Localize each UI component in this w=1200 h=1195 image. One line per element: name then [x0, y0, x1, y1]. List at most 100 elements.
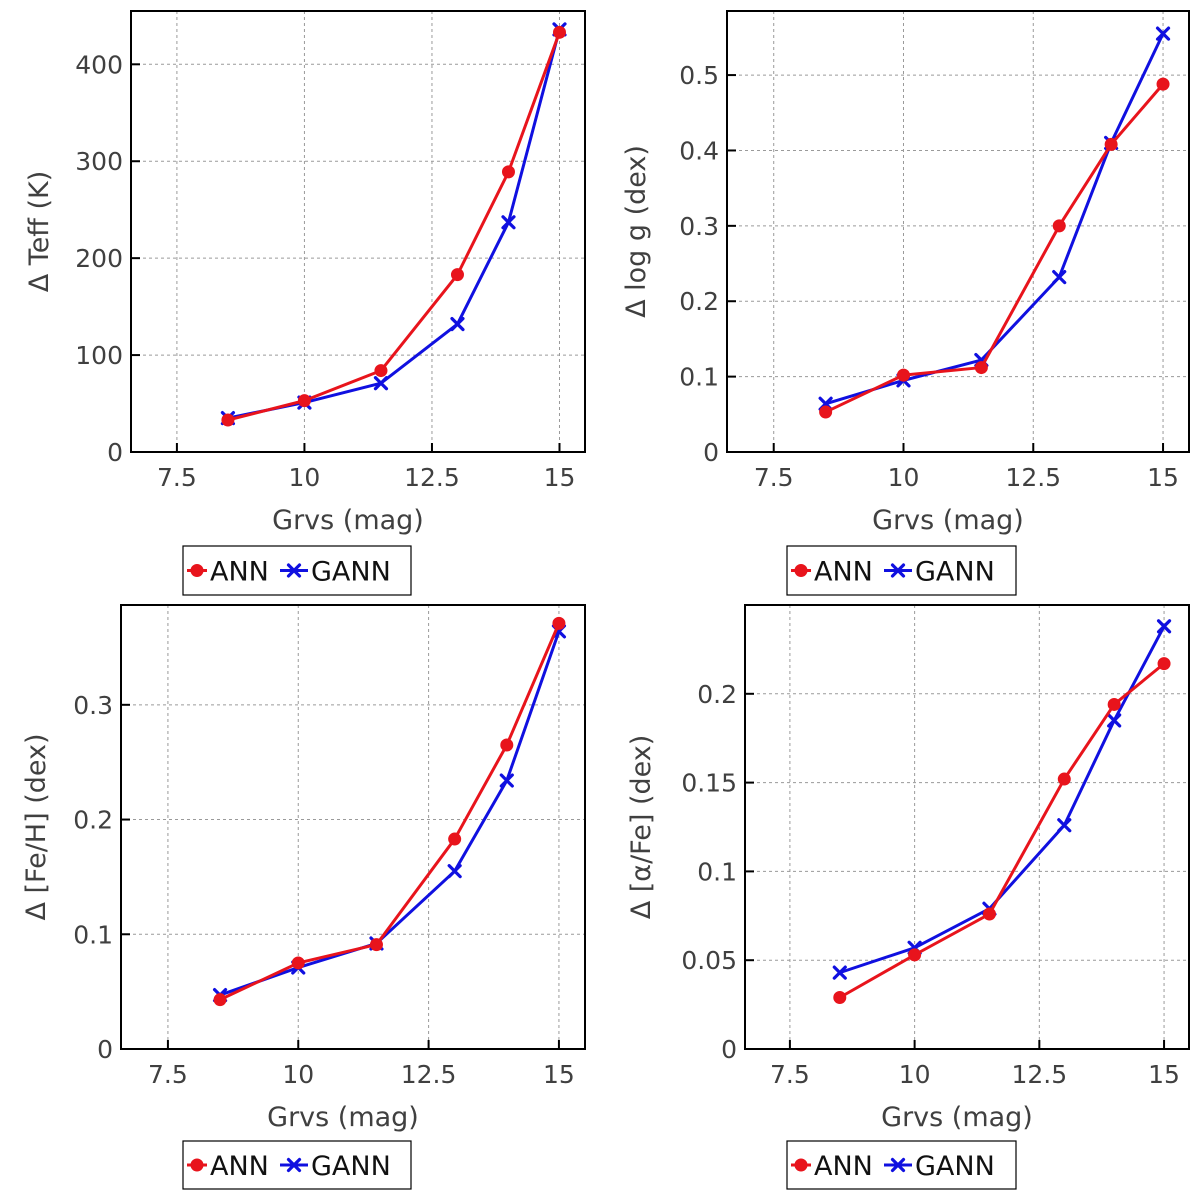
data-point-ann	[1104, 137, 1118, 151]
data-point-ann	[213, 993, 227, 1007]
data-point-gann	[1052, 270, 1067, 285]
series-line-gann	[219, 630, 561, 997]
series-line-ann	[219, 622, 561, 1002]
y-tick-label: 0.5	[679, 61, 719, 90]
y-tick-label: 0.2	[73, 806, 113, 835]
plot-frame	[120, 604, 586, 1050]
chart-panel-3: 7.5 10 12.5 15 0 0.1 0.2 0.3 Grvs (mag) Δ [Fe/H] …	[21, 604, 586, 1133]
y-tick-label: 0.2	[679, 287, 719, 316]
y-tick-label: 0	[107, 438, 123, 467]
chart-panel-4: 7.5 10 12.5 15 0 0.05 0.1 0.15 0.2 Grvs (mag) Δ [α…	[626, 604, 1190, 1133]
data-point-ann	[896, 368, 910, 382]
data-point-ann	[1157, 657, 1171, 671]
y-tick-label: 0.4	[679, 136, 719, 165]
series-line-gann	[839, 625, 1166, 975]
y-axis-label: Δ [α/Fe] (dex)	[626, 735, 657, 920]
data-point-ann	[833, 990, 847, 1004]
series-gann	[818, 26, 1171, 411]
x-tick-label: 10	[289, 463, 321, 492]
legend-ann-label: ANN	[210, 1151, 269, 1182]
y-tick-label: 0	[703, 438, 719, 467]
series-line-ann	[824, 83, 1165, 414]
y-tick-label: 0.2	[697, 680, 737, 709]
x-tick-label: 15	[543, 1060, 575, 1089]
data-point-ann	[1107, 697, 1121, 711]
series-gann	[212, 624, 567, 1003]
y-tick-label: 0.1	[697, 857, 737, 886]
legend-gann-marker	[286, 563, 302, 578]
data-point-gann	[450, 316, 465, 332]
data-point-ann	[501, 165, 515, 179]
data-point-ann	[552, 616, 566, 630]
y-axis-label: Δ Teff (K)	[24, 171, 55, 293]
x-tick-label: 7.5	[157, 463, 197, 492]
x-tick-label: 7.5	[770, 1060, 810, 1089]
series-ann	[819, 77, 1170, 419]
legend-1: ANN GANN	[182, 545, 412, 596]
data-point-ann	[221, 413, 235, 427]
data-point-ann	[369, 938, 383, 952]
x-tick-label: 10	[888, 463, 920, 492]
data-point-ann	[1057, 772, 1071, 786]
data-point-gann	[1156, 619, 1172, 634]
data-point-ann	[1052, 219, 1066, 233]
chart-panel-1: 7.5 10 12.5 15 0 100 200 300 400 Grvs (mag) Δ Teff…	[24, 10, 586, 536]
series-gann	[832, 619, 1172, 980]
series-ann	[221, 25, 566, 427]
data-point-ann	[982, 907, 996, 921]
y-tick-label: 400	[75, 50, 123, 79]
data-point-ann	[552, 25, 566, 39]
data-point-gann	[501, 215, 516, 230]
data-point-ann	[1156, 77, 1170, 91]
data-point-ann	[374, 364, 388, 378]
plot-frame	[130, 10, 586, 453]
data-point-gann	[832, 965, 847, 980]
x-tick-label: 12.5	[1012, 1060, 1068, 1089]
y-tick-label: 200	[75, 244, 123, 273]
x-tick-label: 7.5	[754, 463, 794, 492]
legend-gann-label: GANN	[311, 557, 391, 588]
series-line-ann	[227, 31, 561, 422]
data-point-gann	[1107, 713, 1122, 728]
series-ann	[833, 657, 1171, 1004]
data-point-gann	[499, 773, 514, 788]
legend-ann-marker	[794, 1158, 808, 1172]
legend-gann-marker	[890, 1157, 906, 1173]
x-tick-label: 10	[899, 1060, 931, 1089]
data-point-ann	[908, 948, 922, 962]
legend-ann-label: ANN	[814, 1151, 873, 1182]
legend-gann-marker	[890, 563, 906, 578]
series-gann	[220, 22, 567, 426]
x-tick-label: 12.5	[401, 1060, 457, 1089]
x-axis-label: Grvs (mag)	[872, 505, 1024, 536]
data-point-ann	[819, 405, 833, 419]
data-point-ann	[297, 394, 311, 408]
x-tick-label: 7.5	[148, 1060, 188, 1089]
y-tick-label: 0.15	[681, 769, 737, 798]
data-point-ann	[448, 832, 462, 846]
y-tick-label: 0.1	[73, 920, 113, 949]
data-point-gann	[1057, 818, 1072, 833]
data-point-ann	[500, 738, 514, 752]
legend-3: ANN GANN	[182, 1140, 412, 1190]
y-axis-label: Δ [Fe/H] (dex)	[21, 733, 52, 920]
x-axis-label: Grvs (mag)	[881, 1102, 1033, 1133]
legend-gann-label: GANN	[915, 1151, 995, 1182]
legend-4: ANN GANN	[786, 1140, 1017, 1190]
legend-gann-label: GANN	[311, 1151, 391, 1182]
plot-frame	[744, 604, 1190, 1050]
y-tick-label: 0	[97, 1035, 113, 1064]
x-tick-label: 15	[1147, 463, 1179, 492]
chart-panel-2: 7.5 10 12.5 15 0 0.1 0.2 0.3 0.4 0.5 Grvs (mag) Δ l…	[621, 10, 1190, 536]
x-tick-label: 15	[1148, 1060, 1180, 1089]
legend-ann-label: ANN	[814, 557, 873, 588]
y-tick-label: 100	[75, 341, 123, 370]
y-tick-label: 0.1	[679, 363, 719, 392]
series-line-gann	[825, 32, 1165, 406]
legend-gann-marker	[286, 1157, 302, 1173]
legend-2: ANN GANN	[786, 545, 1017, 596]
y-tick-label: 0	[721, 1035, 737, 1064]
data-point-ann	[974, 361, 988, 375]
y-axis-label: Δ log g (dex)	[621, 145, 652, 318]
